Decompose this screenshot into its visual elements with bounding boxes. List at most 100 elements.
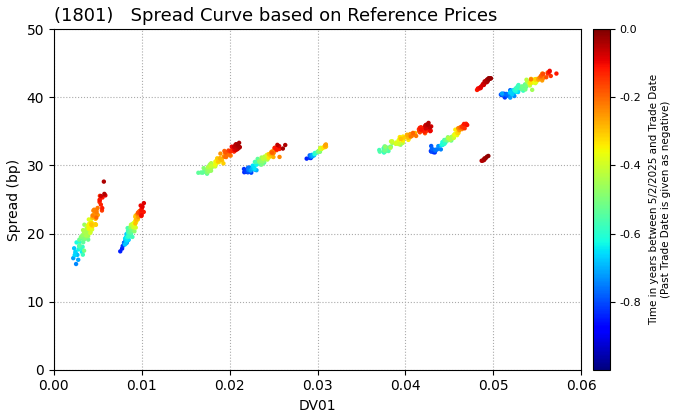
Point	[449, 131, 460, 138]
Point	[394, 139, 405, 146]
Point	[79, 235, 90, 242]
Point	[205, 163, 216, 169]
Point	[203, 163, 214, 170]
Point	[528, 79, 539, 86]
Point	[74, 244, 85, 251]
Point	[77, 249, 88, 255]
Point	[206, 160, 217, 167]
Point	[123, 229, 134, 236]
Point	[231, 141, 241, 148]
Point	[414, 129, 425, 136]
Point	[267, 149, 277, 156]
Point	[271, 145, 282, 152]
Point	[94, 199, 105, 205]
Point	[95, 201, 106, 208]
Point	[86, 218, 97, 225]
Point	[525, 81, 536, 87]
Point	[258, 157, 269, 164]
Point	[551, 70, 562, 77]
Point	[498, 91, 509, 98]
Point	[305, 155, 316, 161]
Point	[243, 164, 254, 171]
Point	[415, 125, 426, 132]
Point	[201, 171, 212, 177]
Point	[271, 147, 282, 154]
Point	[122, 236, 133, 242]
Point	[214, 156, 225, 163]
Point	[221, 151, 232, 158]
Point	[95, 196, 105, 203]
Point	[409, 130, 420, 136]
Point	[510, 89, 521, 95]
Point	[211, 158, 222, 165]
Point	[480, 155, 491, 162]
Point	[82, 229, 92, 236]
Point	[90, 221, 101, 228]
Point	[254, 158, 265, 165]
Point	[241, 168, 252, 175]
Point	[197, 169, 208, 176]
Point	[316, 145, 327, 152]
Point	[307, 153, 318, 160]
Point	[226, 147, 237, 154]
Point	[134, 208, 145, 215]
Point	[314, 148, 325, 155]
Point	[252, 158, 262, 165]
Point	[449, 131, 460, 138]
Point	[447, 133, 458, 140]
Point	[538, 71, 549, 77]
Point	[121, 234, 132, 241]
Point	[420, 122, 431, 129]
Point	[86, 226, 97, 233]
Point	[433, 143, 444, 150]
Point	[425, 128, 436, 134]
Point	[426, 148, 437, 155]
Point	[88, 206, 99, 213]
Point	[79, 236, 90, 243]
Point	[264, 151, 275, 158]
Point	[100, 192, 111, 199]
Point	[123, 233, 134, 239]
Point	[533, 76, 544, 82]
Point	[510, 88, 521, 95]
Point	[452, 132, 462, 139]
Point	[74, 239, 85, 245]
Point	[379, 143, 390, 150]
Point	[307, 152, 318, 158]
Point	[452, 130, 463, 136]
Point	[243, 164, 254, 171]
Point	[83, 226, 94, 232]
Point	[429, 149, 440, 156]
Point	[136, 207, 147, 213]
Point	[134, 208, 145, 215]
Point	[263, 154, 274, 161]
Point	[92, 212, 103, 218]
Point	[505, 89, 515, 96]
Point	[511, 88, 522, 95]
Point	[86, 220, 97, 227]
Point	[477, 81, 488, 87]
Point	[443, 134, 454, 141]
Point	[273, 145, 284, 152]
Point	[386, 143, 396, 150]
Point	[121, 231, 132, 237]
Point	[136, 213, 147, 219]
Point	[137, 203, 148, 210]
Point	[420, 123, 431, 129]
Point	[214, 159, 224, 165]
Point	[426, 143, 437, 150]
Point	[126, 224, 137, 231]
Point	[439, 140, 450, 147]
Point	[209, 163, 220, 170]
Point	[121, 239, 132, 246]
Point	[220, 150, 231, 157]
Point	[258, 158, 269, 165]
Point	[87, 212, 98, 219]
Point	[454, 127, 464, 134]
Point	[71, 239, 82, 246]
Point	[461, 121, 472, 128]
Point	[436, 142, 447, 149]
Point	[210, 163, 221, 170]
Point	[199, 165, 209, 171]
Point	[537, 70, 547, 77]
